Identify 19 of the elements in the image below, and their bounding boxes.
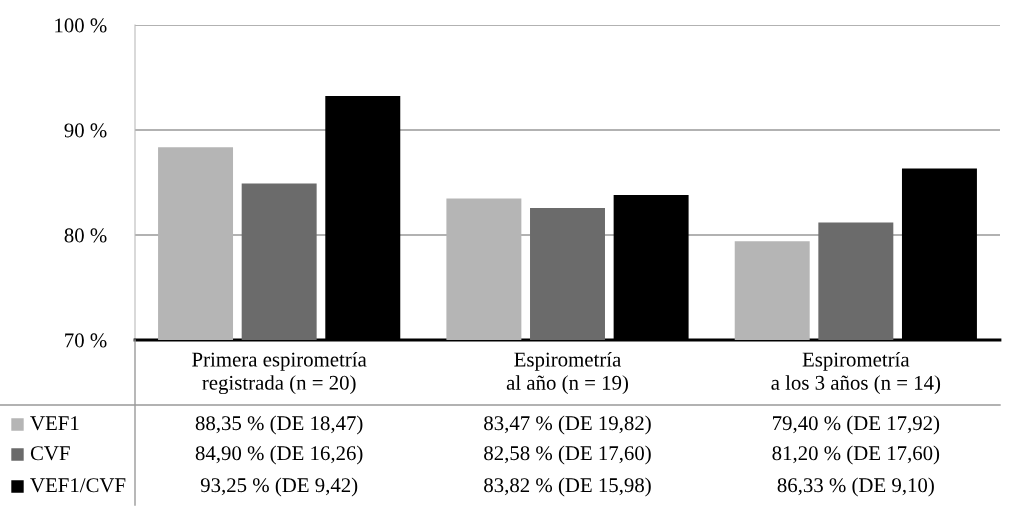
data-label: 82,58 % (DE 17,60)	[484, 445, 651, 465]
legend-label: CVF	[30, 446, 70, 461]
legend-label: VEF1	[30, 416, 79, 431]
data-label: 93,25 % (DE 9,42)	[200, 477, 358, 497]
data-label: 81,20 % (DE 17,60)	[772, 445, 940, 465]
y-tick-label: 70 %	[65, 333, 107, 348]
x-tick-label: Primera espirometría registrada (n = 20)	[192, 351, 367, 395]
legend-label: VEF1/CVF	[30, 478, 126, 493]
x-tick-label: Espirometría a los 3 años (n = 14)	[771, 351, 941, 395]
data-label: 83,82 % (DE 15,98)	[484, 477, 651, 497]
y-tick-label: 80 %	[64, 228, 107, 243]
x-tick-label: Espirometría al año (n = 19)	[506, 351, 628, 395]
y-tick-label: 100 %	[55, 18, 107, 33]
data-label: 86,33 % (DE 9,10)	[777, 477, 934, 497]
data-label: 79,40 % (DE 17,92)	[773, 415, 940, 435]
data-label: 88,35 % (DE 18,47)	[195, 415, 363, 435]
data-label: 84,90 % (DE 16,26)	[195, 445, 363, 465]
data-label: 83,47 % (DE 19,82)	[484, 415, 651, 435]
y-tick-label: 90 %	[64, 123, 107, 138]
